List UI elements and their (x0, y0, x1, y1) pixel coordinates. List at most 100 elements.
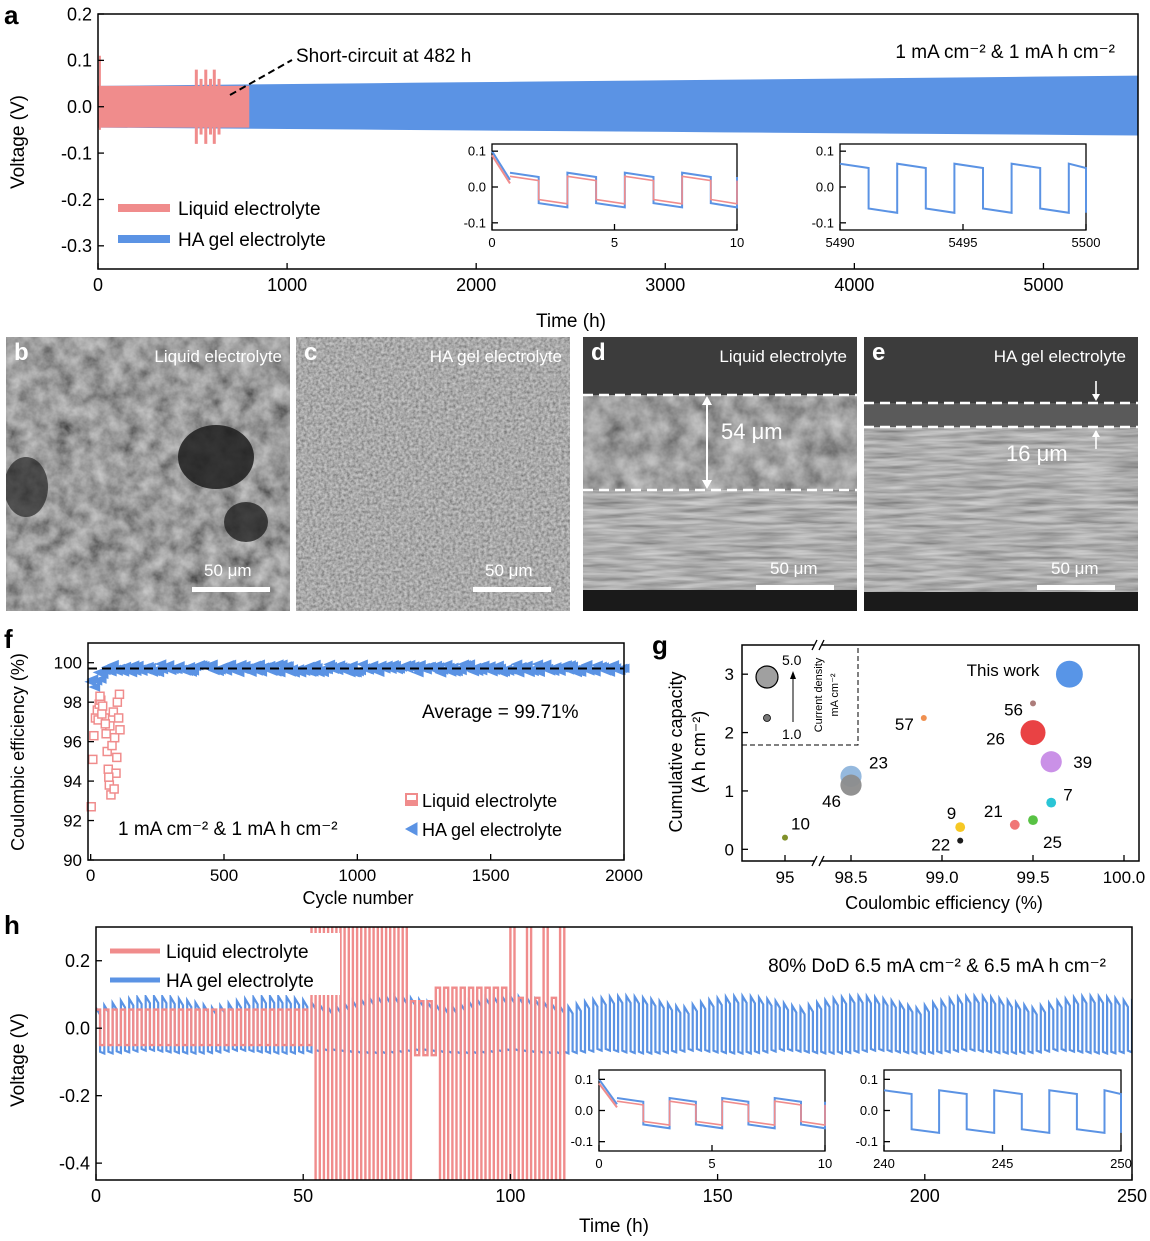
inset-a2-xtick-label: 5495 (949, 235, 978, 250)
short-circuit-annotation: Short-circuit at 482 h (296, 46, 471, 67)
panel-h-clipped-traces (96, 927, 1132, 1180)
axis-f-ytick-label: 90 (63, 851, 82, 870)
inset-a1-liquid-trace (509, 175, 738, 205)
inset-a2-ytick-label: -0.1 (812, 215, 834, 230)
inset-h1-liquid-trace (616, 1100, 826, 1127)
bubble-46 (840, 774, 862, 796)
series-f-gel-point (162, 660, 175, 670)
axis-f-xtick-label: 1500 (472, 866, 510, 885)
axis-f-ytick-label: 96 (63, 733, 82, 752)
inset-h1-gel-spike (598, 1078, 618, 1105)
sem-e-scale-text: 50 μm (1051, 559, 1099, 578)
inset-a1-gel-spike (491, 150, 511, 181)
bubble-25 (1028, 815, 1038, 826)
series-f-gel-point (255, 667, 268, 677)
series-f-liquid-point (113, 713, 124, 723)
bubble-57 (920, 714, 927, 721)
series-f-liquid-point (112, 697, 123, 707)
sem-e-scale-bar (1037, 585, 1115, 590)
axis-h-ytick-label: -0.2 (59, 1086, 90, 1106)
legend-a-gel-label: HA gel electrolyte (178, 230, 326, 251)
inset-a2-ytick-label: 0.0 (816, 180, 834, 195)
legend-f-liquid-label: Liquid electrolyte (422, 791, 557, 811)
bubble-label-25: 25 (1043, 833, 1062, 852)
series-f-liquid-point (115, 725, 125, 735)
bubble-label-22: 22 (931, 836, 950, 855)
series-f-gel-point (588, 667, 601, 677)
size-legend-box (742, 645, 859, 746)
inset-a2-xtick-label: 5500 (1072, 235, 1101, 250)
bubble-26 (1020, 720, 1046, 746)
series-f-gel-point (88, 682, 101, 692)
series-f-gel-point (574, 667, 587, 677)
sem-e-label: HA gel electrolyte (993, 347, 1126, 366)
sem-d-label: Liquid electrolyte (719, 347, 847, 366)
panel-f-average-label: Average = 99.71% (422, 702, 579, 723)
inset-h2-ytick-label: -0.1 (856, 1134, 878, 1149)
panel-h-ylabel: Voltage (V) (8, 1013, 29, 1107)
bubble-9 (955, 822, 966, 833)
axis-g-break-gap (814, 858, 822, 864)
bubble-label-10: 10 (791, 815, 810, 834)
axis-f-ytick-label: 94 (63, 772, 82, 791)
panel-g-frame (741, 644, 1140, 862)
bubble-label-57: 57 (895, 715, 914, 734)
bubble-22 (957, 837, 964, 844)
inset-a1-xtick-label: 0 (488, 235, 495, 250)
panel-a-xlabel: Time (h) (536, 311, 606, 332)
axis-h-ytick-label: 0.0 (65, 1019, 90, 1039)
legend-h-background (104, 933, 340, 995)
inset-a2-gel-trace (839, 162, 1087, 214)
panel-letter-b: b (14, 339, 29, 366)
axis-g-ytick-label: 0 (725, 840, 734, 859)
panel-a-inset-start: 0 5 10 -0.1 0.0 0.1 (464, 143, 744, 250)
series-f-liquid-point (89, 730, 99, 741)
inset-h2-frame (883, 1069, 1122, 1152)
axis-a-xtick-label: 3000 (645, 275, 685, 295)
sem-b-label: Liquid electrolyte (154, 347, 282, 366)
axis-a-ytick-label: -0.1 (61, 143, 92, 163)
inset-h1-xtick-label: 0 (595, 1156, 602, 1171)
bubble-label-56: 56 (1004, 700, 1023, 719)
panel-f-xlabel: Cycle number (302, 888, 413, 908)
panel-a-axes: 0 1000 2000 3000 4000 5000-0.3-0.2-0.10.00.10… (61, 4, 1064, 295)
sem-c-label: HA gel electrolyte (429, 347, 562, 366)
axis-g-xtick-label: 95 (776, 868, 795, 887)
axis-a-ytick-label: 0.1 (67, 51, 92, 71)
series-f-gel-point (106, 659, 119, 670)
series-f-liquid-point (109, 732, 120, 743)
series-a-liquid-band (98, 85, 250, 128)
size-legend-min: 1.0 (782, 726, 802, 742)
panel-h-inset-end: 240 245 250 -0.1 0.0 0.1 (856, 1069, 1132, 1171)
inset-a1-ytick-label: -0.1 (464, 215, 486, 230)
panel-a-voltage-chart: 0 1000 2000 3000 4000 5000-0.3-0.2-0.10.00.10… (8, 4, 1139, 332)
inset-h1-xtick-label: 5 (708, 1156, 715, 1171)
inset-h1-frame (598, 1069, 826, 1152)
panel-a-frame (97, 13, 1139, 270)
axis-h-ytick-label: -0.4 (59, 1153, 90, 1173)
bubble-label-9: 9 (947, 804, 956, 823)
axis-h-xtick-label: 100 (495, 1186, 525, 1206)
panel-h-inset-start: 0 5 10 -0.1 0.0 0.1 (571, 1069, 832, 1171)
axis-f-ytick-label: 98 (63, 693, 82, 712)
inset-a1-xtick-label: 10 (730, 235, 744, 250)
size-legend-max: 5.0 (782, 652, 802, 668)
series-f-liquid-point (109, 784, 119, 794)
sem-d-scale-bar (756, 585, 834, 590)
inset-h1-liquid-spike (598, 1082, 618, 1108)
panel-h-xlabel: Time (h) (579, 1216, 649, 1237)
sem-panel-e: e HA gel electrolyte 16 μm 50 μm (864, 337, 1138, 611)
short-circuit-pointer (229, 59, 293, 96)
inset-a1-ytick-label: 0.1 (468, 144, 486, 159)
axis-f-xtick-label: 2000 (605, 866, 643, 885)
inset-h2-xtick-label: 250 (1110, 1156, 1132, 1171)
inset-a2-xtick-label: 5490 (826, 235, 855, 250)
panel-letter-e: e (872, 339, 886, 366)
bubble-label-26: 26 (986, 730, 1005, 749)
axis-h-xtick-label: 150 (703, 1186, 733, 1206)
legend-f-gel-label: HA gel electrolyte (422, 820, 562, 840)
sem-panel-d: d Liquid electrolyte 54 μm 50 μm (583, 337, 857, 611)
inset-a1-ytick-label: 0.0 (468, 180, 486, 195)
bubble-label-23: 23 (869, 753, 888, 772)
